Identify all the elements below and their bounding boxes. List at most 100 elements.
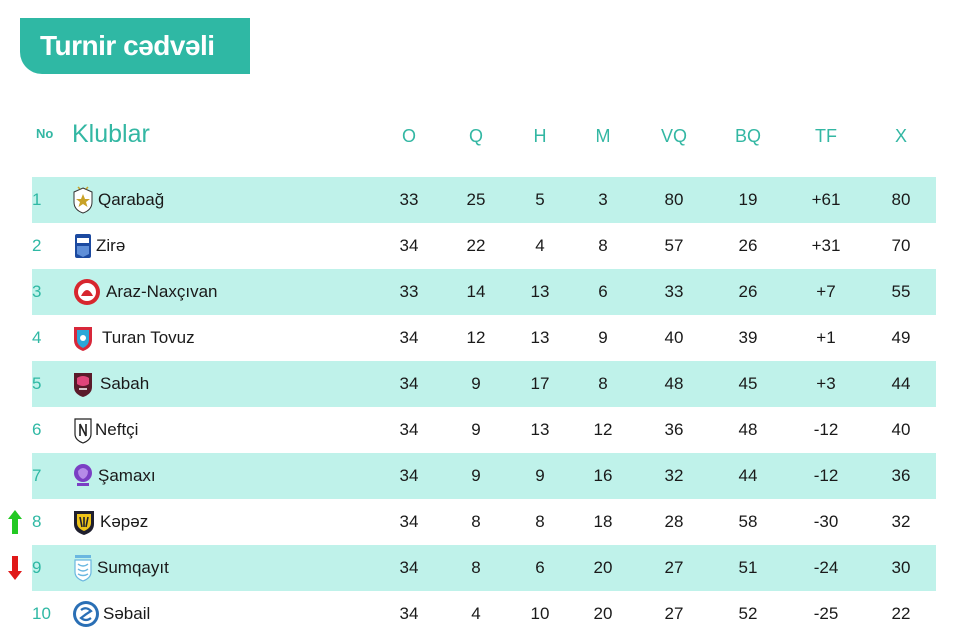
club-name[interactable]: Sabah (100, 374, 150, 393)
sabah-logo (72, 370, 94, 398)
stat-tf: +61 (811, 190, 841, 209)
samaxi-logo (72, 462, 94, 490)
stat-m: 8 (598, 374, 608, 393)
stat-o: 33 (399, 282, 419, 301)
stat-x: 80 (891, 190, 911, 209)
stat-tf: +31 (811, 236, 841, 255)
header-o: O (401, 126, 416, 146)
stat-vq: 27 (664, 604, 684, 623)
table-row[interactable]: 10 Səbail 34 4 10 20 27 52 -25 22 (32, 591, 936, 637)
stat-q: 14 (466, 282, 486, 301)
club-name[interactable]: Araz-Naxçıvan (106, 282, 218, 301)
stat-vq: 27 (664, 558, 684, 577)
table-body: 1 Qarabağ 33 25 5 3 80 19 +61 80 2 Zirə 34 22 4 8 57 26 +3… (8, 177, 936, 637)
stat-bq: 39 (738, 328, 758, 347)
qarabag-logo (72, 186, 94, 214)
stat-o: 34 (399, 604, 419, 623)
table-row[interactable]: 8 Kəpəz 34 8 8 18 28 58 -30 32 (8, 499, 936, 545)
stat-q: 22 (466, 236, 486, 255)
table-row[interactable]: 7 Şamaxı 34 9 9 16 32 44 -12 36 (32, 453, 936, 499)
stat-vq: 57 (664, 236, 684, 255)
position-number: 3 (32, 282, 42, 301)
stat-q: 9 (471, 466, 481, 485)
club-name[interactable]: Şamaxı (98, 466, 156, 485)
stat-vq: 28 (664, 512, 684, 531)
stat-q: 8 (471, 558, 481, 577)
stat-m: 18 (593, 512, 613, 531)
table-row[interactable]: 6 Neftçi 34 9 13 12 36 48 -12 40 (32, 407, 936, 453)
kepez-logo (72, 508, 96, 536)
stat-m: 16 (593, 466, 613, 485)
club-name[interactable]: Səbail (103, 604, 151, 623)
position-number: 10 (32, 604, 51, 623)
position-number: 8 (32, 512, 42, 531)
table-row[interactable]: 9 Sumqayıt 34 8 6 20 27 51 -24 30 (8, 545, 936, 591)
club-name[interactable]: Zirə (96, 236, 126, 255)
club-name[interactable]: Qarabağ (98, 190, 165, 209)
stat-x: 32 (891, 512, 911, 531)
stat-vq: 32 (664, 466, 684, 485)
stat-q: 12 (466, 328, 486, 347)
club-name[interactable]: Turan Tovuz (102, 328, 195, 347)
table-row[interactable]: 2 Zirə 34 22 4 8 57 26 +31 70 (32, 223, 936, 269)
stat-o: 34 (399, 328, 419, 347)
stat-o: 34 (399, 374, 419, 393)
position-number: 7 (32, 466, 42, 485)
stat-x: 55 (891, 282, 911, 301)
standings-table: No Klublar O Q H M VQ BQ TF X 1 Qarabağ 33… (8, 112, 936, 627)
stat-bq: 45 (738, 374, 758, 393)
header-club: Klublar (72, 120, 150, 148)
club-name[interactable]: Neftçi (95, 420, 139, 439)
stat-o: 34 (399, 236, 419, 255)
stat-x: 36 (891, 466, 911, 485)
stat-bq: 44 (738, 466, 758, 485)
stat-x: 49 (891, 328, 911, 347)
table-row[interactable]: 5 Sabah 34 9 17 8 48 45 +3 44 (32, 361, 936, 407)
stat-tf: +1 (816, 328, 836, 347)
stat-h: 6 (535, 558, 545, 577)
header-no: No (36, 126, 54, 141)
header-tf: TF (815, 126, 837, 146)
stat-m: 20 (593, 558, 613, 577)
stat-o: 34 (399, 512, 419, 531)
table-header: No Klublar O Q H M VQ BQ TF X (32, 112, 936, 158)
stat-m: 3 (598, 190, 608, 209)
stat-x: 40 (891, 420, 911, 439)
stat-tf: -25 (813, 604, 839, 623)
stat-h: 9 (535, 466, 545, 485)
stat-m: 6 (598, 282, 608, 301)
stat-tf: -24 (813, 558, 839, 577)
stat-o: 34 (399, 558, 419, 577)
stat-h: 13 (530, 328, 550, 347)
stat-h: 10 (530, 604, 550, 623)
position-number: 2 (32, 236, 42, 255)
stat-m: 20 (593, 604, 613, 623)
stat-h: 4 (535, 236, 545, 255)
stat-bq: 26 (738, 282, 758, 301)
stat-q: 25 (466, 190, 486, 209)
position-number: 5 (32, 374, 42, 393)
down-arrow-icon (8, 556, 22, 580)
stat-tf: -12 (813, 466, 839, 485)
position-number: 6 (32, 420, 42, 439)
turan-logo (72, 324, 94, 352)
up-arrow-icon (8, 510, 22, 534)
header-x: X (894, 126, 907, 146)
club-name[interactable]: Sumqayıt (97, 558, 169, 577)
stat-bq: 48 (738, 420, 758, 439)
position-number: 1 (32, 190, 42, 209)
stat-h: 17 (530, 374, 550, 393)
stat-vq: 48 (664, 374, 684, 393)
stat-q: 4 (471, 604, 481, 623)
table-row[interactable]: 3 Araz-Naxçıvan 33 14 13 6 33 26 +7 55 (32, 269, 936, 315)
club-name[interactable]: Kəpəz (100, 512, 149, 531)
stat-o: 33 (399, 190, 419, 209)
zire-logo (72, 232, 94, 260)
stat-h: 13 (530, 282, 550, 301)
stat-m: 12 (593, 420, 613, 439)
table-row[interactable]: 4 Turan Tovuz 34 12 13 9 40 39 +1 49 (32, 315, 936, 361)
sumqayit-logo (72, 554, 94, 582)
stat-x: 70 (891, 236, 911, 255)
table-row[interactable]: 1 Qarabağ 33 25 5 3 80 19 +61 80 (32, 177, 936, 223)
stat-vq: 33 (664, 282, 684, 301)
